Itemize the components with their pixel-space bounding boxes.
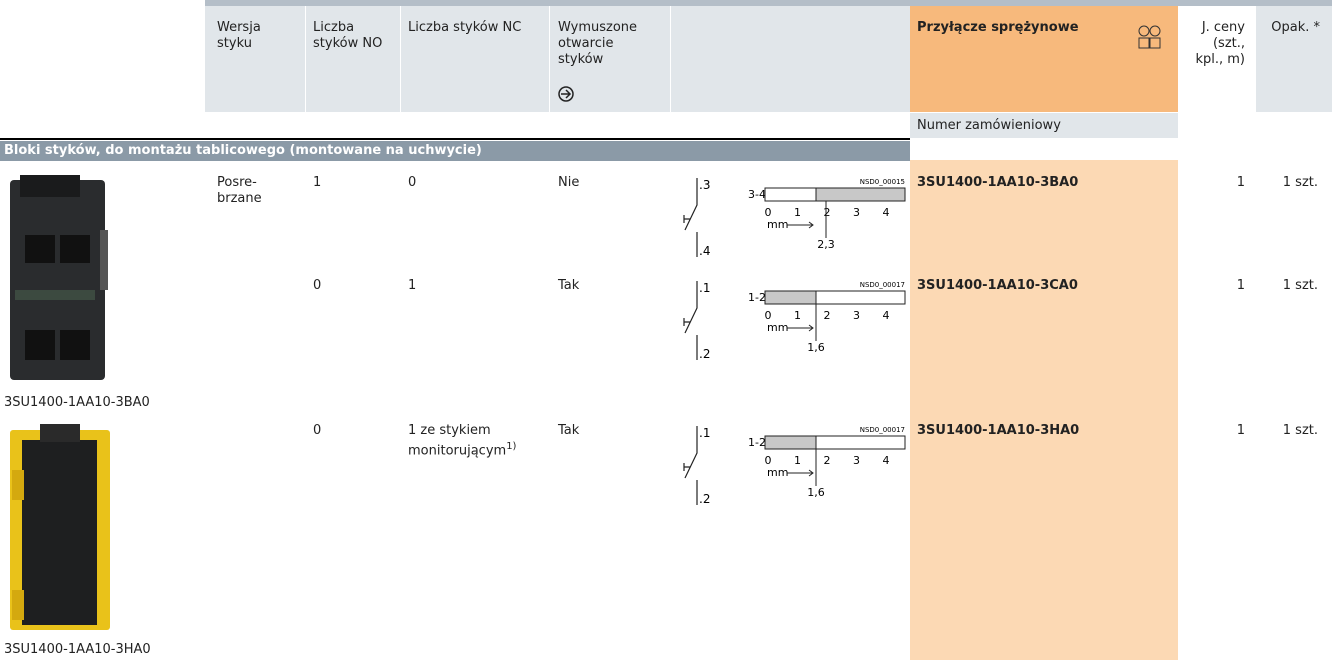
scale-label: 4 (883, 206, 890, 219)
scale-label: 1 (794, 206, 801, 219)
header-cell (205, 6, 305, 112)
scale-label: 0 (765, 454, 772, 467)
scale-label: 0 (765, 309, 772, 322)
travel-arrow (787, 469, 814, 477)
scale-label: 1 (794, 454, 801, 467)
no-count: 0 (313, 278, 322, 293)
diagram-shade (764, 290, 817, 305)
header-orange (910, 6, 1178, 112)
travel-label: 1,6 (807, 486, 825, 499)
scale-label: 4 (883, 309, 890, 322)
rule (0, 138, 910, 140)
scale-label: 2 (824, 454, 831, 467)
header-text: Opak. * (1271, 20, 1320, 35)
connection-icon (1138, 25, 1161, 49)
header-text: J. ceny (szt., kpl., m) (1195, 20, 1245, 67)
diagram-code: NSD0_00017 (860, 426, 905, 434)
terminal-label: .4 (699, 244, 710, 258)
diagram-shade (815, 187, 906, 202)
forced-opening: Tak (558, 278, 580, 293)
diagram-code: NSD0_00015 (860, 178, 905, 186)
terminal-label: .2 (699, 492, 710, 506)
price-unit: 1 (1236, 423, 1245, 438)
product-photo (10, 424, 110, 630)
product-photo (10, 175, 108, 380)
travel-label: 1,6 (807, 341, 825, 354)
nc-count: 0 (408, 175, 417, 190)
price-unit: 1 (1236, 278, 1245, 293)
image-caption: 3SU1400-1AA10-3BA0 (4, 395, 150, 410)
scale-label: 3 (853, 454, 860, 467)
footnote: 1) (506, 441, 517, 452)
scale-label: 2 (824, 206, 831, 219)
travel-arrow (787, 221, 814, 229)
scale-label: 3 (853, 206, 860, 219)
order-number-cell (910, 113, 1178, 138)
unit-label: mm (767, 321, 788, 334)
header-text: Wersja styku (217, 20, 261, 51)
order-number: 3SU1400-1AA10-3HA0 (917, 423, 1080, 438)
contact-symbol (683, 426, 698, 505)
unit-label: mm (767, 218, 788, 231)
header-text: Wymuszone otwarcie styków (558, 20, 638, 67)
no-count: 0 (313, 423, 322, 438)
forced-opening-icon (558, 86, 574, 102)
top-band (205, 0, 1332, 6)
contact-symbol (683, 178, 698, 257)
contact-line (683, 426, 698, 505)
diagram-shade (764, 435, 817, 450)
order-number: 3SU1400-1AA10-3CA0 (917, 278, 1078, 293)
contacts-label: 1-2 (748, 291, 766, 304)
travel-label: 2,3 (817, 238, 835, 251)
forced-opening: Tak (558, 423, 580, 438)
terminal-label: .2 (699, 347, 710, 361)
terminal-label: .1 (699, 426, 710, 440)
contacts-label: 3-4 (748, 188, 766, 201)
order-number: 3SU1400-1AA10-3BA0 (917, 175, 1079, 190)
scale-label: 3 (853, 309, 860, 322)
header-cell (401, 6, 549, 112)
terminal-label: .1 (699, 281, 710, 295)
image-caption: 3SU1400-1AA10-3HA0 (4, 642, 151, 657)
no-count: 1 (313, 175, 322, 190)
header-text: Przyłącze sprężynowe (917, 20, 1079, 35)
price-unit: 1 (1236, 175, 1245, 190)
scale-label: 0 (765, 206, 772, 219)
version: Posre-brzane (217, 175, 262, 206)
header-text: Liczba styków NO (313, 20, 383, 51)
order-column (910, 160, 1178, 660)
travel-arrow (787, 324, 814, 332)
header-cell (671, 6, 910, 112)
terminal-label: .3 (699, 178, 710, 192)
header-cell (306, 6, 400, 112)
nc-count: 1 ze stykiem monitorującym1) (408, 423, 517, 459)
pack: 1 szt. (1282, 175, 1318, 190)
forced-opening: Nie (558, 175, 580, 190)
diagram-code: NSD0_00017 (860, 281, 905, 289)
section-title: Bloki styków, do montażu tablicowego (mo… (4, 143, 482, 158)
scale-label: 2 (824, 309, 831, 322)
contact-line (683, 178, 698, 257)
header-cell (1179, 6, 1255, 112)
scale-label: 1 (794, 309, 801, 322)
header-cell (1256, 6, 1332, 112)
unit-label: mm (767, 466, 788, 479)
section-bar (0, 141, 910, 161)
pack: 1 szt. (1282, 423, 1318, 438)
header-text: Liczba styków NC (408, 20, 522, 35)
contact-line (683, 281, 698, 360)
header-text: Numer zamówieniowy (917, 118, 1061, 133)
nc-count: 1 (408, 278, 417, 293)
scale-label: 4 (883, 454, 890, 467)
contacts-label: 1-2 (748, 436, 766, 449)
contact-symbol (683, 281, 698, 360)
pack: 1 szt. (1282, 278, 1318, 293)
